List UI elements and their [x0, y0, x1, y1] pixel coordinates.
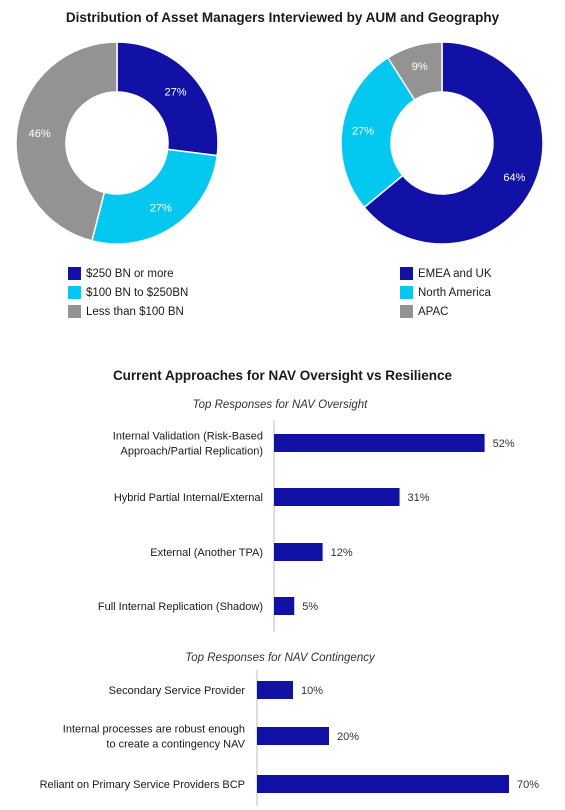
legend-label: North America [418, 286, 491, 299]
legend-label: APAC [418, 305, 449, 318]
donut-slice [90, 148, 219, 245]
slice-label: 27% [164, 86, 186, 98]
legend-swatch [68, 267, 81, 280]
donut-slice [15, 41, 118, 242]
legend-geography: EMEA and UK North America APAC [400, 264, 492, 321]
slice-label: 27% [150, 203, 172, 215]
slice-label: 46% [29, 128, 51, 140]
legend-item: $250 BN or more [68, 264, 188, 283]
legend-item: EMEA and UK [400, 264, 492, 283]
legend-item: $100 BN to $250BN [68, 283, 188, 302]
section-title: Current Approaches for NAV Oversight vs … [112, 368, 453, 383]
main-title: Distribution of Asset Managers Interview… [65, 10, 500, 25]
legend-aum: $250 BN or more $100 BN to $250BN Less tha… [68, 264, 188, 321]
legend-item: North America [400, 283, 492, 302]
legend-swatch [400, 305, 413, 318]
donut-slice [116, 41, 219, 157]
legend-label: Less than $100 BN [86, 305, 184, 318]
legend-swatch [68, 305, 81, 318]
oversight-chart-title: Top Responses for NAV Oversight [192, 399, 368, 411]
legend-item: APAC [400, 302, 492, 321]
legend-item: Less than $100 BN [68, 302, 188, 321]
legend-swatch [400, 286, 413, 299]
legend-swatch [68, 286, 81, 299]
legend-label: $100 BN to $250BN [86, 286, 189, 299]
legend-label: $250 BN or more [86, 267, 174, 280]
legend-swatch [400, 267, 413, 280]
legend-label: EMEA and UK [418, 267, 492, 280]
contingency-chart-title: Top Responses for NAV Contingency [185, 652, 375, 664]
